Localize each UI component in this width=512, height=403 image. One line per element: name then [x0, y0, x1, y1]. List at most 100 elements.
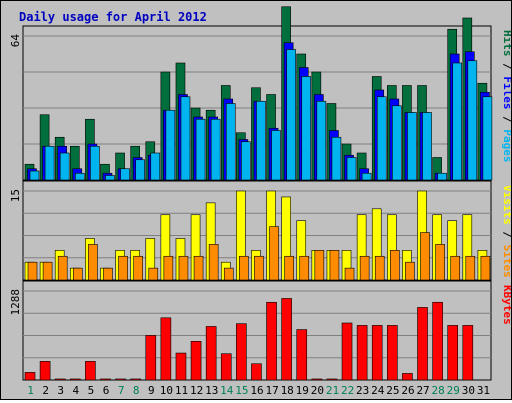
bar-kbytes-3 [54, 378, 66, 381]
bar-sites-3 [57, 255, 68, 281]
bar-sites-7 [118, 255, 128, 281]
bar-kbytes-28 [432, 301, 443, 381]
x-tick-28: 28 [432, 384, 445, 397]
bar-sites-21 [329, 250, 340, 281]
bar-kbytes-8 [130, 378, 141, 381]
bar-sites-29 [450, 255, 461, 281]
axis-label-top: Hits / Files / Pages [501, 30, 511, 163]
bar-sites-19 [299, 255, 310, 281]
bar-kbytes-1 [24, 372, 36, 381]
bar-kbytes-14 [220, 353, 232, 381]
x-tick-14: 14 [220, 384, 234, 397]
bar-kbytes-25 [387, 325, 398, 381]
bar-kbytes-10 [160, 317, 172, 381]
x-tick-27: 27 [416, 384, 429, 397]
bar-kbytes-24 [371, 325, 383, 381]
bar-pages-14 [225, 103, 236, 181]
bar-sites-11 [178, 255, 189, 281]
axis-label-bottom: KBytes [501, 285, 511, 325]
bar-kbytes-12 [190, 341, 202, 381]
bar-pages-1 [29, 170, 40, 181]
bar-kbytes-23 [356, 325, 368, 381]
chart-title: Daily usage for April 2012 [19, 10, 207, 24]
bar-sites-16 [254, 255, 264, 281]
bar-sites-30 [465, 255, 476, 281]
bar-pages-28 [437, 172, 447, 181]
x-tick-2: 2 [42, 384, 49, 397]
bar-kbytes-7 [115, 378, 126, 381]
bar-pages-2 [44, 145, 55, 181]
bar-sites-31 [480, 255, 491, 281]
bar-pages-21 [331, 136, 342, 181]
axis-label-middle: Visits / Sites [501, 185, 511, 278]
bar-kbytes-18 [281, 298, 292, 381]
bar-kbytes-26 [402, 373, 413, 381]
bar-pages-29 [452, 62, 463, 181]
x-tick-22: 22 [341, 384, 354, 397]
bar-sites-27 [420, 232, 430, 281]
axis-label-kbytes: KBytes [501, 285, 511, 325]
bar-sites-28 [435, 244, 445, 281]
bar-kbytes-5 [85, 361, 96, 381]
bar-sites-15 [239, 255, 249, 281]
x-tick-8: 8 [133, 384, 140, 397]
bar-kbytes-22 [341, 322, 353, 381]
bar-pages-17 [271, 130, 281, 181]
x-tick-7: 7 [118, 384, 125, 397]
bar-pages-13 [210, 118, 221, 181]
x-tick-5: 5 [88, 384, 95, 397]
x-tick-12: 12 [190, 384, 203, 397]
bar-sites-17 [269, 226, 279, 281]
bar-kbytes-17 [266, 301, 277, 381]
bar-kbytes-20 [311, 378, 323, 381]
x-tick-9: 9 [148, 384, 155, 397]
bar-sites-1 [27, 261, 38, 281]
bar-pages-27 [422, 112, 432, 181]
bar-pages-23 [361, 172, 372, 181]
x-tick-1: 1 [27, 384, 34, 397]
x-tick-21: 21 [326, 384, 339, 397]
bar-kbytes-30 [462, 325, 474, 381]
x-tick-17: 17 [265, 384, 278, 397]
y-tick-middle: 15 [9, 189, 22, 202]
bar-pages-30 [467, 60, 478, 181]
axis-label-pages: Pages [501, 129, 511, 162]
bar-kbytes-6 [100, 378, 111, 381]
bar-pages-25 [392, 105, 402, 181]
bar-sites-18 [284, 255, 294, 281]
bar-pages-3 [59, 152, 70, 181]
x-tick-13: 13 [205, 384, 218, 397]
bar-sites-6 [103, 267, 113, 281]
x-tick-31: 31 [477, 384, 490, 397]
bar-pages-19 [301, 76, 312, 181]
x-tick-24: 24 [371, 384, 385, 397]
axis-label-files: Files [501, 76, 511, 109]
bar-pages-10 [165, 109, 176, 181]
bar-pages-16 [256, 100, 266, 181]
bar-kbytes-21 [326, 378, 338, 381]
bar-kbytes-15 [236, 323, 247, 381]
bar-kbytes-13 [205, 326, 217, 381]
bar-pages-5 [90, 145, 100, 181]
bar-pages-6 [105, 175, 115, 181]
x-tick-11: 11 [175, 384, 188, 397]
x-tick-30: 30 [462, 384, 475, 397]
bar-kbytes-16 [251, 363, 262, 381]
bar-sites-5 [88, 244, 98, 281]
y-tick-bottom: 1288 [9, 289, 22, 316]
bar-sites-23 [359, 255, 370, 281]
bar-sites-13 [208, 244, 219, 281]
bar-kbytes-27 [417, 307, 428, 381]
axis-label-sites: Sites [501, 245, 511, 278]
bar-kbytes-19 [296, 329, 308, 381]
bar-sites-20 [314, 250, 325, 281]
bar-pages-31 [482, 96, 493, 181]
bar-pages-24 [376, 96, 387, 181]
x-tick-16: 16 [250, 384, 263, 397]
x-tick-4: 4 [73, 384, 80, 397]
x-tick-23: 23 [356, 384, 369, 397]
bar-pages-8 [135, 159, 145, 181]
bar-sites-24 [374, 255, 385, 281]
